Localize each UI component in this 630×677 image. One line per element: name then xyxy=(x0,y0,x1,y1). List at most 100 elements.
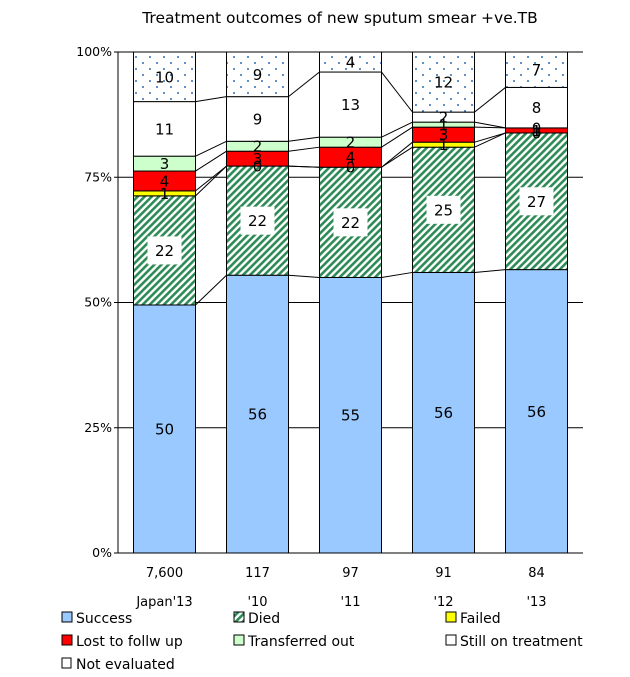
bar-segment-not-evaluated xyxy=(226,51,289,98)
segment-label: 56 xyxy=(527,403,546,421)
segment-label: 56 xyxy=(434,404,453,422)
segment-label: 13 xyxy=(341,96,360,114)
series-connector xyxy=(474,132,506,143)
series-connector xyxy=(474,132,506,148)
x-tick-label: Japan'13 xyxy=(135,595,192,610)
series-connector xyxy=(288,136,320,142)
segment-label: 2 xyxy=(346,134,356,152)
label-backdrop xyxy=(147,236,182,265)
x-tick-label: '13 xyxy=(526,595,546,610)
legend-label: Lost to follw up xyxy=(76,634,183,650)
segment-label: 2 xyxy=(253,138,263,156)
segment-label: 1 xyxy=(160,185,170,203)
axes: 0%25%50%75%100%7,600Japan'13117'1097'119… xyxy=(76,44,583,610)
series-connector xyxy=(195,165,227,192)
y-tick-label: 75% xyxy=(84,169,112,184)
segment-label: 55 xyxy=(341,407,360,425)
legend-swatch xyxy=(233,634,245,646)
segment-label: 10 xyxy=(155,68,174,86)
segment-label: 3 xyxy=(439,126,449,144)
segment-label: 22 xyxy=(155,242,174,260)
bar-segment-success xyxy=(412,271,475,554)
x-count-label: 117 xyxy=(245,566,270,581)
label-backdrop xyxy=(240,206,275,235)
x-count-label: 97 xyxy=(342,566,359,581)
bar-segment-still-on-treatment xyxy=(505,86,568,129)
series-connector xyxy=(195,140,227,157)
series-connector xyxy=(474,121,506,129)
connectors xyxy=(195,71,506,306)
y-tick-label: 50% xyxy=(84,295,112,310)
bar-segment-success xyxy=(319,276,382,554)
legend: Success Died Failed Lost to follw up Transfe… xyxy=(61,611,583,673)
segment-label: 0 xyxy=(532,119,542,137)
bar-segment-success xyxy=(133,304,196,554)
segment-label: 0 xyxy=(346,159,356,177)
segment-label: 50 xyxy=(155,420,174,438)
segment-label: 11 xyxy=(155,120,174,138)
segment-label: 22 xyxy=(341,214,360,232)
segment-labels: 5022143111056220329955220421345625131212… xyxy=(147,54,554,438)
series-connector xyxy=(381,71,413,113)
legend-swatch xyxy=(445,634,457,646)
legend-label: Success xyxy=(76,611,132,627)
segment-label: 27 xyxy=(527,193,546,211)
segment-label: 1 xyxy=(439,116,449,134)
x-count-label: 7,600 xyxy=(146,566,183,581)
bar-segment-not-evaluated xyxy=(412,51,475,113)
segment-label: 8 xyxy=(532,99,542,117)
segment-label: 25 xyxy=(434,201,453,219)
legend-label: Still on treatment xyxy=(460,634,583,650)
legend-swatch xyxy=(233,611,245,623)
x-count-label: 91 xyxy=(435,566,452,581)
x-count-label: 84 xyxy=(528,566,545,581)
x-tick-label: '12 xyxy=(433,595,453,610)
segment-label: 22 xyxy=(248,212,267,230)
legend-label: Died xyxy=(248,611,280,627)
bars xyxy=(133,51,568,554)
legend-swatch xyxy=(61,611,73,623)
bar-segment-still-on-treatment xyxy=(226,96,289,142)
legend-label: Transferred out xyxy=(247,634,355,650)
segment-label: 0 xyxy=(532,124,542,142)
series-connector xyxy=(195,96,227,103)
segment-label: 7 xyxy=(532,61,542,79)
series-connector xyxy=(288,274,320,278)
bar-segment-still-on-treatment xyxy=(133,101,196,157)
segment-label: 9 xyxy=(253,110,263,128)
series-connector xyxy=(474,126,506,129)
legend-swatch xyxy=(445,611,457,623)
bar-segment-not-evaluated xyxy=(133,51,196,103)
series-connector xyxy=(381,271,413,278)
x-tick-label: '11 xyxy=(340,595,360,610)
y-tick-label: 100% xyxy=(76,44,112,59)
segment-label: 12 xyxy=(434,74,453,92)
segment-label: 56 xyxy=(248,406,267,424)
chart-title: Treatment outcomes of new sputum smear +… xyxy=(141,9,538,27)
label-backdrop xyxy=(519,187,554,216)
segment-label: 3 xyxy=(253,150,263,168)
segment-label: 3 xyxy=(160,155,170,173)
segment-label: 1 xyxy=(532,122,542,140)
y-tick-label: 25% xyxy=(84,420,112,435)
x-tick-label: '10 xyxy=(247,595,267,610)
series-connector xyxy=(195,274,227,306)
legend-swatch xyxy=(61,634,73,646)
bar-segment-success xyxy=(226,274,289,554)
series-connector xyxy=(474,269,506,273)
series-connector xyxy=(381,126,413,148)
segment-label: 0 xyxy=(253,158,263,176)
segment-label: 4 xyxy=(160,172,170,190)
series-connector xyxy=(381,141,413,168)
legend-label: Not evaluated xyxy=(76,657,175,673)
series-connector xyxy=(288,71,320,98)
legend-swatch xyxy=(61,657,72,669)
segment-label: 4 xyxy=(346,54,356,72)
bar-segment-not-evaluated xyxy=(505,51,568,88)
bar-segment-not-evaluated xyxy=(319,51,382,73)
series-connector xyxy=(195,165,227,197)
legend-label: Failed xyxy=(460,611,501,627)
segment-label: 1 xyxy=(439,136,449,154)
label-backdrop xyxy=(333,208,368,237)
